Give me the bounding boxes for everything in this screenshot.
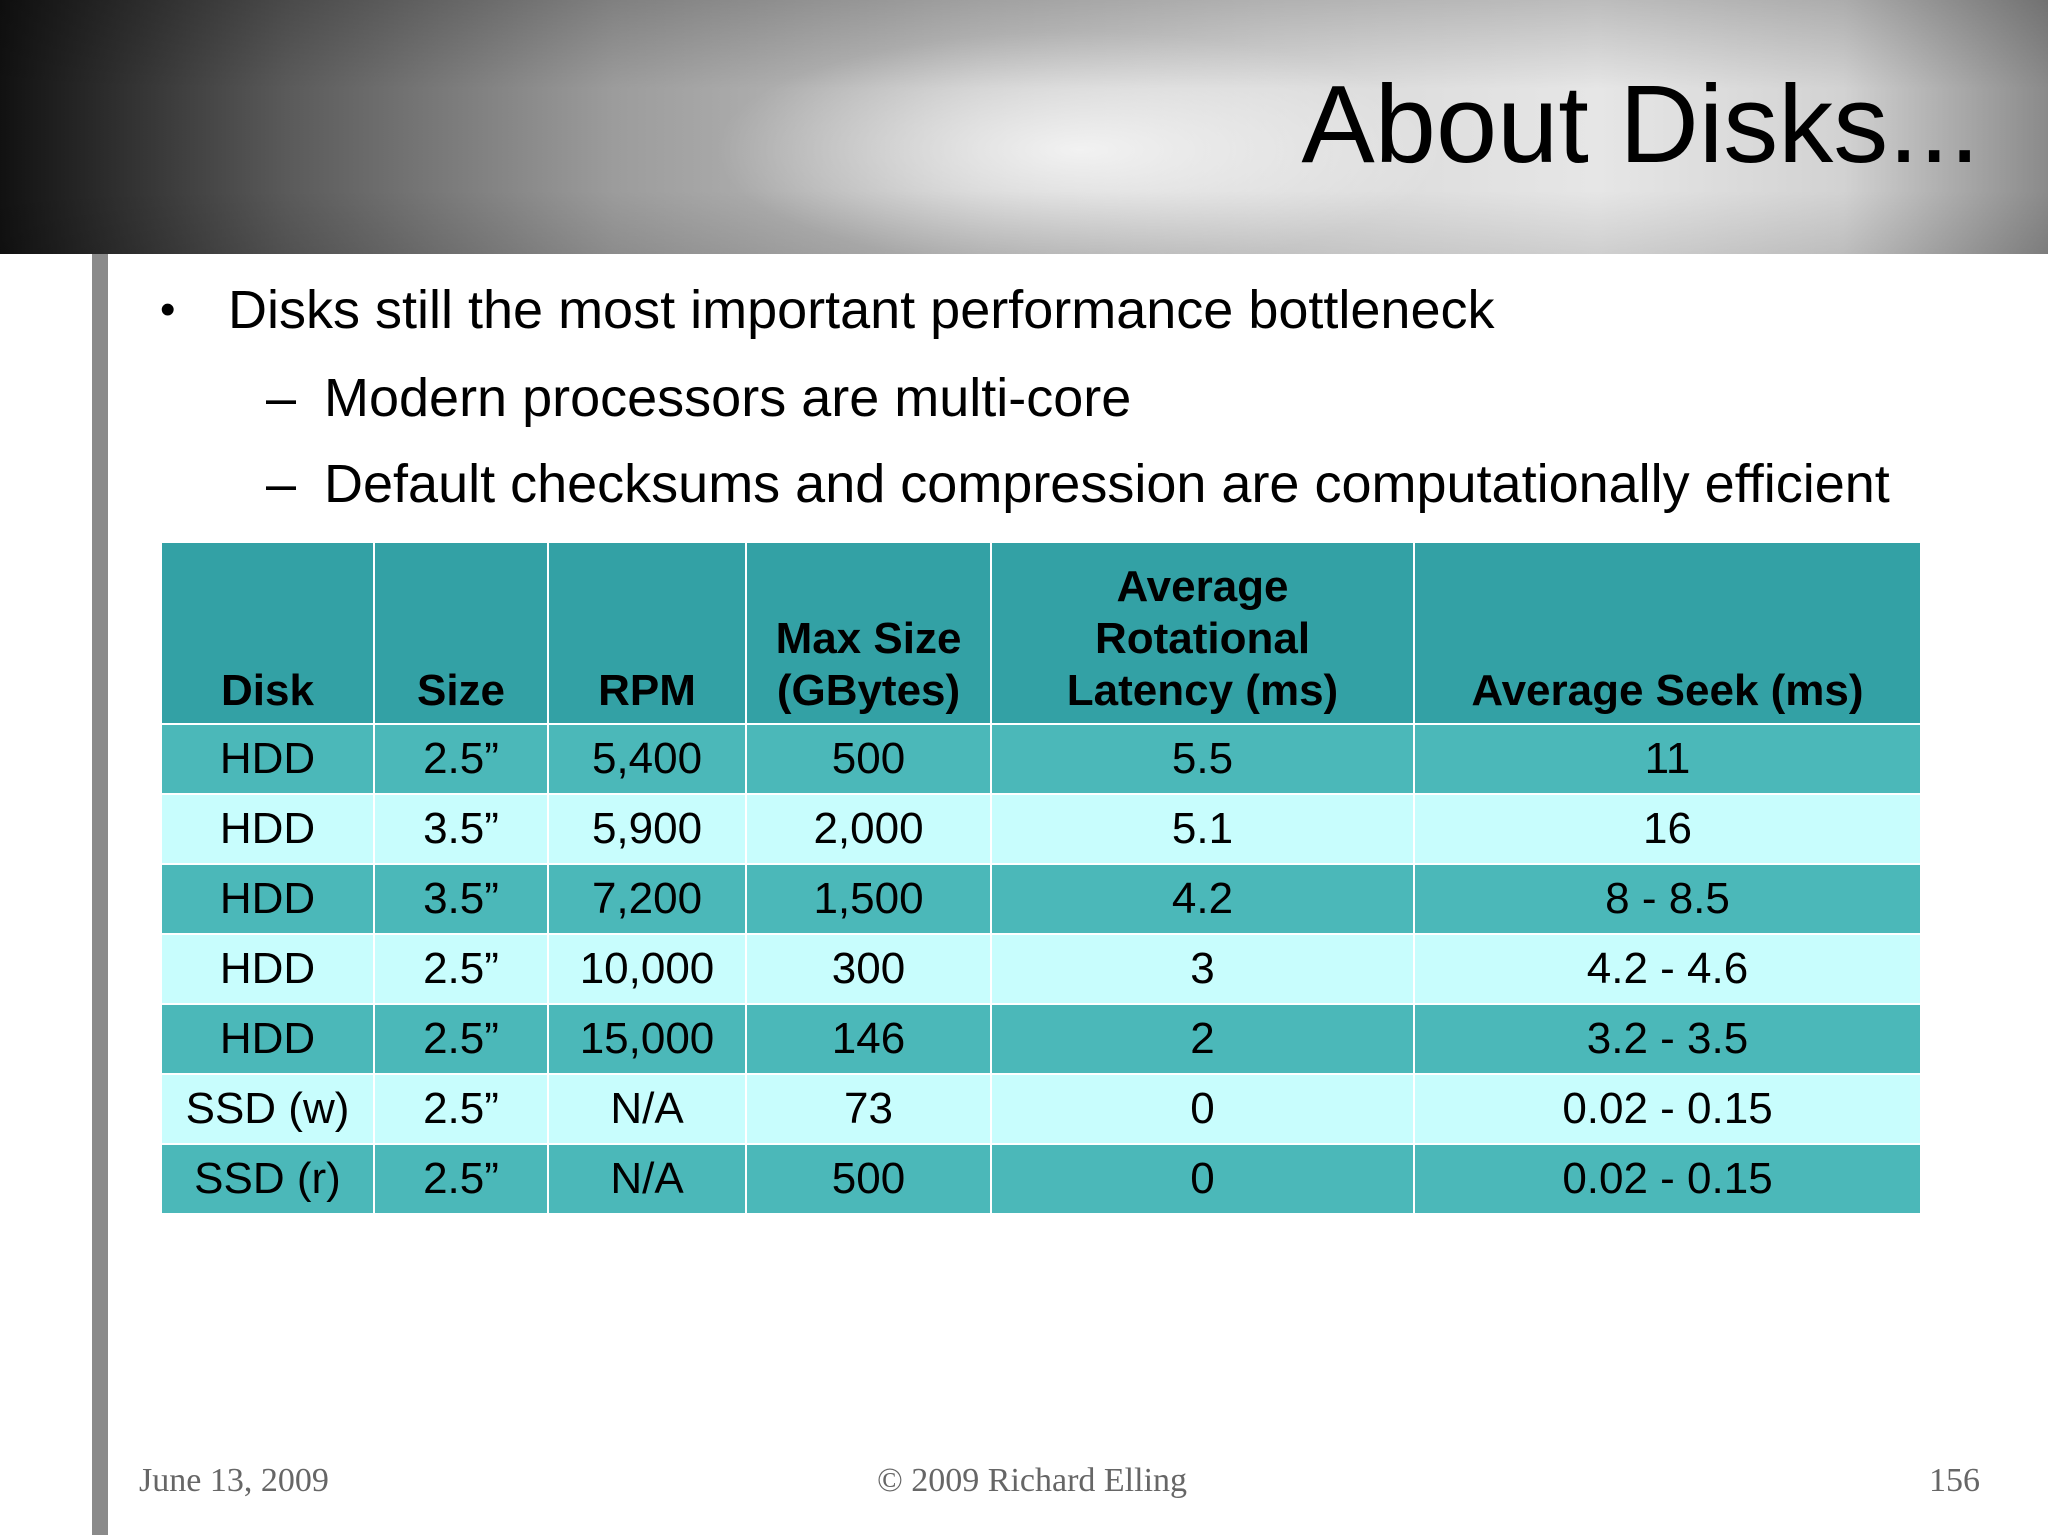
header-rpm: RPM [547,541,747,725]
cell-latency: 5.1 [990,793,1415,865]
cell-rpm: 5,900 [547,793,747,865]
cell-rpm: 15,000 [547,1003,747,1075]
table-row: SSD (r) 2.5” N/A 500 0 0.02 - 0.15 [160,1143,1922,1215]
cell-size: 2.5” [373,1073,549,1145]
cell-disk: HDD [160,933,375,1005]
cell-rpm: N/A [547,1143,747,1215]
footer-date: June 13, 2009 [139,1462,329,1499]
cell-seek: 8 - 8.5 [1413,863,1922,935]
disk-table: Disk Size RPM Max Size (GBytes) Average … [160,541,1922,1215]
cell-max-size: 500 [745,723,992,795]
cell-rpm: N/A [547,1073,747,1145]
cell-rpm: 5,400 [547,723,747,795]
cell-size: 3.5” [373,793,549,865]
cell-seek: 11 [1413,723,1922,795]
header-rotational-latency: Average Rotational Latency (ms) [990,541,1415,725]
footer-copyright: © 2009 Richard Elling [876,1462,1188,1499]
cell-latency: 2 [990,1003,1415,1075]
header-disk: Disk [160,541,375,725]
cell-disk: HDD [160,723,375,795]
bullet-dot-icon: • [160,285,176,334]
footer-page-number: 156 [1929,1462,1980,1499]
bullet-main-text: Disks still the most important performan… [228,280,1495,340]
cell-size: 3.5” [373,863,549,935]
cell-seek: 0.02 - 0.15 [1413,1073,1922,1145]
cell-latency: 5.5 [990,723,1415,795]
left-accent-bar [92,254,108,1535]
cell-size: 2.5” [373,1143,549,1215]
cell-rpm: 10,000 [547,933,747,1005]
dash-icon: – [266,368,297,428]
cell-max-size: 500 [745,1143,992,1215]
header-average-seek: Average Seek (ms) [1413,541,1922,725]
cell-size: 2.5” [373,933,549,1005]
cell-disk: SSD (r) [160,1143,375,1215]
cell-latency: 0 [990,1073,1415,1145]
cell-disk: HDD [160,1003,375,1075]
cell-rpm: 7,200 [547,863,747,935]
header-size: Size [373,541,549,725]
cell-max-size: 2,000 [745,793,992,865]
cell-latency: 4.2 [990,863,1415,935]
table-header-row: Disk Size RPM Max Size (GBytes) Average … [160,541,1922,725]
cell-latency: 0 [990,1143,1415,1215]
cell-disk: SSD (w) [160,1073,375,1145]
cell-latency: 3 [990,933,1415,1005]
cell-seek: 3.2 - 3.5 [1413,1003,1922,1075]
disk-table-container: Disk Size RPM Max Size (GBytes) Average … [160,541,1922,1215]
slide-title: About Disks... [1301,63,1980,186]
cell-size: 2.5” [373,723,549,795]
sub-bullet-2-text: Default checksums and compression are co… [324,454,1890,514]
table-row: HDD 3.5” 7,200 1,500 4.2 8 - 8.5 [160,863,1922,935]
table-row: HDD 2.5” 5,400 500 5.5 11 [160,723,1922,795]
dash-icon: – [266,454,297,514]
table-row: HDD 3.5” 5,900 2,000 5.1 16 [160,793,1922,865]
cell-disk: HDD [160,793,375,865]
cell-max-size: 146 [745,1003,992,1075]
cell-max-size: 300 [745,933,992,1005]
table-row: HDD 2.5” 15,000 146 2 3.2 - 3.5 [160,1003,1922,1075]
cell-max-size: 73 [745,1073,992,1145]
table-row: HDD 2.5” 10,000 300 3 4.2 - 4.6 [160,933,1922,1005]
cell-seek: 4.2 - 4.6 [1413,933,1922,1005]
title-banner [0,0,2048,254]
header-max-size: Max Size (GBytes) [745,541,992,725]
cell-max-size: 1,500 [745,863,992,935]
cell-seek: 16 [1413,793,1922,865]
cell-size: 2.5” [373,1003,549,1075]
sub-bullet-1-text: Modern processors are multi-core [324,368,1132,428]
cell-disk: HDD [160,863,375,935]
cell-seek: 0.02 - 0.15 [1413,1143,1922,1215]
table-row: SSD (w) 2.5” N/A 73 0 0.02 - 0.15 [160,1073,1922,1145]
